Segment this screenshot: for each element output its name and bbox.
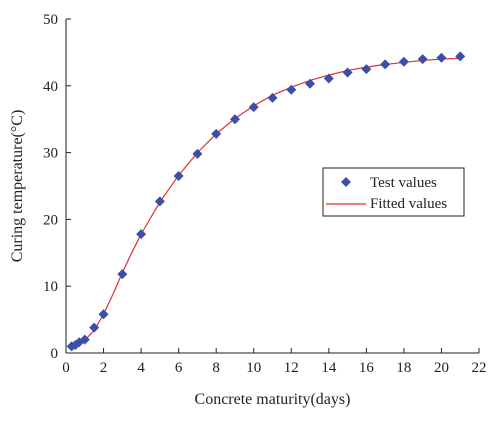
y-tick-label: 0 (51, 346, 59, 362)
test-value-point (79, 334, 90, 345)
test-value-point (117, 269, 128, 280)
x-tick-label: 14 (321, 360, 337, 376)
x-tick-label: 10 (246, 360, 261, 376)
legend-label-test-values: Test values (370, 175, 437, 191)
y-axis-ticks: 0 10 20 30 40 50 (43, 12, 71, 362)
y-tick-label: 10 (43, 279, 58, 295)
x-tick-label: 2 (100, 360, 108, 376)
x-tick-label: 6 (175, 360, 183, 376)
y-tick-label: 20 (43, 212, 58, 228)
test-value-point (192, 148, 203, 159)
test-value-point (417, 54, 428, 65)
x-tick-label: 16 (359, 360, 375, 376)
legend-label-fitted-values: Fitted values (370, 196, 447, 212)
test-value-point (398, 56, 409, 67)
test-value-point (323, 73, 334, 84)
test-value-point (89, 322, 100, 333)
y-axis-title: Curing temperature(°C) (9, 110, 26, 263)
y-tick-label: 40 (43, 79, 58, 95)
test-value-point (211, 128, 222, 139)
test-value-point (361, 64, 372, 75)
y-tick-label: 50 (43, 12, 58, 28)
x-tick-label: 8 (212, 360, 220, 376)
legend-box (322, 167, 465, 217)
x-tick-label: 0 (62, 360, 70, 376)
test-value-point (436, 52, 447, 63)
y-tick-label: 30 (43, 146, 58, 162)
test-value-point (154, 196, 165, 207)
test-value-point (98, 309, 109, 320)
x-tick-label: 22 (472, 360, 487, 376)
x-axis-title: Concrete maturity(days) (195, 391, 351, 408)
test-value-point (136, 229, 147, 240)
test-value-point (455, 51, 466, 62)
test-value-point (173, 170, 184, 181)
x-tick-label: 4 (137, 360, 145, 376)
plot-area (66, 51, 466, 352)
test-value-point (248, 102, 259, 113)
legend: Test values Fitted values (322, 167, 465, 217)
x-tick-label: 20 (434, 360, 449, 376)
test-value-point (342, 67, 353, 78)
x-tick-label: 18 (396, 360, 411, 376)
test-value-point (305, 78, 316, 89)
test-value-point (229, 114, 240, 125)
x-axis-ticks: 0 2 4 6 8 10 12 14 16 18 20 22 (62, 348, 487, 376)
test-value-point (286, 84, 297, 95)
test-value-point (267, 92, 278, 103)
test-value-point (380, 59, 391, 70)
legend-diamond-marker (341, 177, 351, 187)
x-tick-label: 12 (284, 360, 299, 376)
